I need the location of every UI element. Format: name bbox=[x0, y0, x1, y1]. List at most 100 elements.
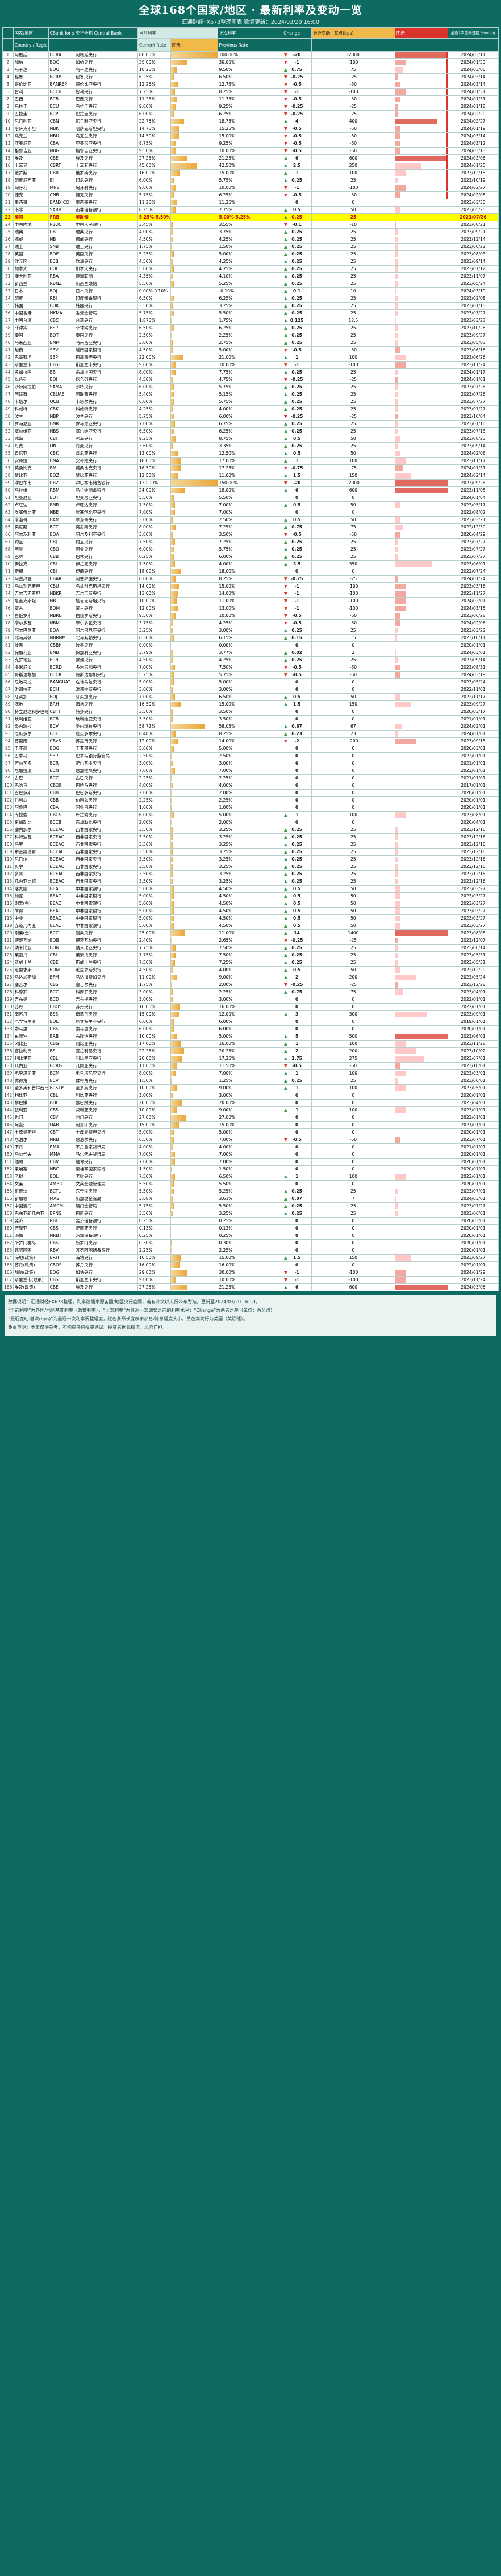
change-bps: 0 bbox=[311, 752, 395, 760]
change-bar bbox=[395, 458, 406, 464]
table-row: 96 巴拿马 SBP 巴拿马银行监管局 2.50% 2.50% 0 0 2022/01/01 bbox=[2, 752, 499, 760]
change-value: 0 bbox=[295, 1262, 299, 1268]
up-triangle-icon bbox=[284, 695, 288, 699]
current-rate: 6.00% bbox=[137, 1025, 171, 1033]
bank-abbr: BCRD bbox=[48, 664, 75, 672]
previous-rate: 9.00% bbox=[217, 1106, 283, 1114]
meeting-date: 2020/01/01 bbox=[447, 1165, 499, 1173]
previous-rate: 2.00% bbox=[217, 981, 283, 989]
bank-abbr: NBT bbox=[48, 597, 75, 605]
change-bar bbox=[395, 421, 398, 427]
table-row: 116 刚果(布) BEAC 中非国家银行 5.00% 4.50% 0.5 50 2023/03… bbox=[2, 900, 499, 908]
current-rate: 16.00% bbox=[137, 1261, 171, 1269]
change-bps: -25 bbox=[311, 937, 395, 945]
previous-rate: 2.25% bbox=[217, 796, 283, 804]
current-rate-bar bbox=[171, 281, 174, 287]
change-bar-edge bbox=[446, 162, 448, 169]
row-index: 122 bbox=[2, 944, 14, 952]
country-name: 塞舌尔 bbox=[12, 981, 49, 989]
current-rate-bar bbox=[171, 392, 174, 397]
change-bps: 0 bbox=[311, 568, 395, 576]
bank-name: 巴哈马央行 bbox=[74, 782, 138, 790]
change-bar-cell bbox=[394, 191, 448, 199]
country-name: 吉布提 bbox=[12, 996, 49, 1004]
meeting-date: 2020/04/29 bbox=[447, 531, 499, 539]
table-row: 84 多米尼加 BCRD 多米尼加央行 7.00% 7.50% -0.5 -50 2023/08… bbox=[2, 664, 499, 672]
current-rate: 6.00% bbox=[137, 811, 171, 819]
change-value: 0.07 bbox=[291, 1196, 302, 1201]
country-name: 斯里兰卡(政策) bbox=[12, 1276, 49, 1284]
current-rate-bar bbox=[171, 1181, 174, 1187]
change-bar-cell bbox=[394, 125, 448, 133]
down-triangle-icon bbox=[284, 467, 288, 470]
country-name: 科威特 bbox=[12, 405, 49, 413]
change-value: -0.25 bbox=[290, 111, 303, 116]
current-rate-bar bbox=[171, 340, 173, 346]
change-bps: -50 bbox=[311, 664, 395, 672]
country-name: 突尼斯 bbox=[12, 523, 49, 531]
row-index: 86 bbox=[2, 678, 14, 686]
bank-abbr: BOB bbox=[48, 937, 75, 945]
current-rate-bar bbox=[171, 975, 178, 980]
bank-name: 北马其顿央行 bbox=[74, 634, 138, 642]
current-rate-bar-cell bbox=[170, 863, 218, 871]
change-bar-cell bbox=[394, 922, 448, 930]
current-rate-bar-cell bbox=[170, 51, 218, 59]
change-bar bbox=[395, 370, 398, 375]
table-row: 146 阿富汗 DAB 阿富汗央行 15.00% 15.00% 0 0 2021/01/01 bbox=[2, 1121, 499, 1129]
current-rate-bar bbox=[171, 414, 174, 419]
change-value: 0.75 bbox=[291, 989, 302, 995]
down-triangle-icon bbox=[284, 223, 288, 226]
current-rate-bar bbox=[171, 916, 174, 921]
up-triangle-icon bbox=[284, 1286, 288, 1289]
current-rate-bar-cell bbox=[170, 664, 218, 672]
meeting-date: 2023/02/08 bbox=[447, 295, 499, 303]
current-rate: 5.00% bbox=[137, 922, 171, 930]
row-index: 158 bbox=[2, 1210, 14, 1218]
current-rate-bar-cell bbox=[170, 58, 218, 66]
change-bps: -100 bbox=[311, 582, 395, 590]
change-bar-cell bbox=[394, 619, 448, 627]
current-rate: 7.50% bbox=[137, 1173, 171, 1181]
change-bar-cell bbox=[394, 737, 448, 745]
change-value: 0.25 bbox=[291, 849, 302, 854]
country-name: 博茨瓦纳 bbox=[12, 937, 49, 945]
country-name: 菲律宾 bbox=[12, 324, 49, 332]
change-bar-cell bbox=[394, 1025, 448, 1033]
change-bps: 25 bbox=[311, 228, 395, 236]
change-cell: -0.5 bbox=[282, 1136, 312, 1144]
current-rate-bar-cell bbox=[170, 368, 218, 376]
change-bar bbox=[395, 893, 401, 899]
up-triangle-icon bbox=[284, 334, 288, 337]
bank-abbr: SARB bbox=[48, 206, 75, 214]
meeting-date: 2023/03/27 bbox=[447, 885, 499, 893]
table-row: 101 巴巴多斯 CBB 巴巴多斯央行 2.00% 2.00% 0 0 2020/01/01 bbox=[2, 789, 499, 797]
change-bar-cell bbox=[394, 656, 448, 664]
country-name: 塔吉克斯坦 bbox=[12, 597, 49, 605]
table-row: 128 科摩罗 BCC 科摩罗央行 3.00% 2.25% 0.75 75 2023/04/01 bbox=[2, 988, 499, 996]
change-bar-cell bbox=[394, 531, 448, 539]
current-rate: 3.60% bbox=[137, 442, 171, 450]
table-row: 12 乌克兰 NBU 乌克兰央行 14.50% 15.00% -0.5 -50 2024/03/… bbox=[2, 132, 499, 140]
current-rate: 5.00% bbox=[137, 1128, 171, 1136]
up-triangle-icon bbox=[284, 968, 288, 972]
meeting-date: 2024/02/27 bbox=[447, 184, 499, 192]
country-name: 乌克兰 bbox=[12, 132, 49, 140]
change-bps: -50 bbox=[311, 147, 395, 155]
bank-abbr: BOE bbox=[48, 1018, 75, 1026]
current-rate-bar-cell bbox=[170, 1239, 218, 1247]
current-rate: 3.50% bbox=[137, 870, 171, 878]
previous-rate: 8.25% bbox=[217, 88, 283, 96]
up-triangle-icon bbox=[284, 326, 288, 330]
change-bar-cell bbox=[394, 73, 448, 81]
change-bps: 0 bbox=[311, 1003, 395, 1011]
meeting-date: 2023/03/27 bbox=[447, 922, 499, 930]
bank-abbr: BOC bbox=[48, 265, 75, 273]
current-rate-bar bbox=[171, 1174, 176, 1180]
meeting-date: 2022/01/01 bbox=[447, 1003, 499, 1011]
current-rate-bar-cell bbox=[170, 1010, 218, 1018]
current-rate: 2.50% bbox=[137, 752, 171, 760]
current-rate: 3.50% bbox=[137, 855, 171, 863]
row-index: 9 bbox=[2, 110, 14, 118]
change-cell: -1 bbox=[282, 184, 312, 192]
